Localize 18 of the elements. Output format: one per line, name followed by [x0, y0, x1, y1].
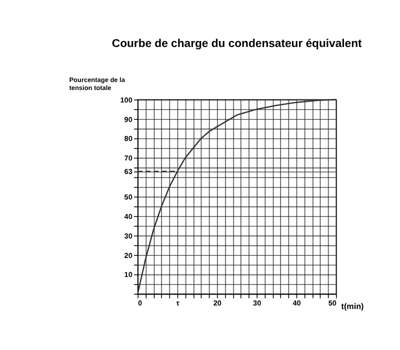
y-tick-label: 80 [124, 134, 132, 144]
x-tick-label: 20 [213, 298, 222, 308]
x-tick-label: 40 [292, 298, 301, 308]
y-tick-label: 70 [124, 154, 132, 163]
y-tick-label: 20 [124, 250, 132, 260]
y-tick-label: 63 [124, 167, 132, 176]
y-tick-label: 50 [124, 192, 132, 202]
x-tick-label: 50 [328, 298, 336, 308]
x-tick-label: τ [176, 298, 180, 308]
chart-title: Courbe de charge du condensateur équivalent [112, 38, 362, 50]
y-tick-label: 10 [124, 270, 132, 280]
y-tick-label: 40 [124, 212, 132, 221]
x-tick-label: 0 [138, 298, 142, 308]
y-tick-label: 100 [120, 95, 132, 104]
x-axis-title: t(min) [341, 302, 364, 311]
y-tick-label: 30 [124, 231, 132, 240]
x-tick-label: 30 [253, 298, 262, 308]
y-tick-label: 90 [124, 114, 132, 124]
